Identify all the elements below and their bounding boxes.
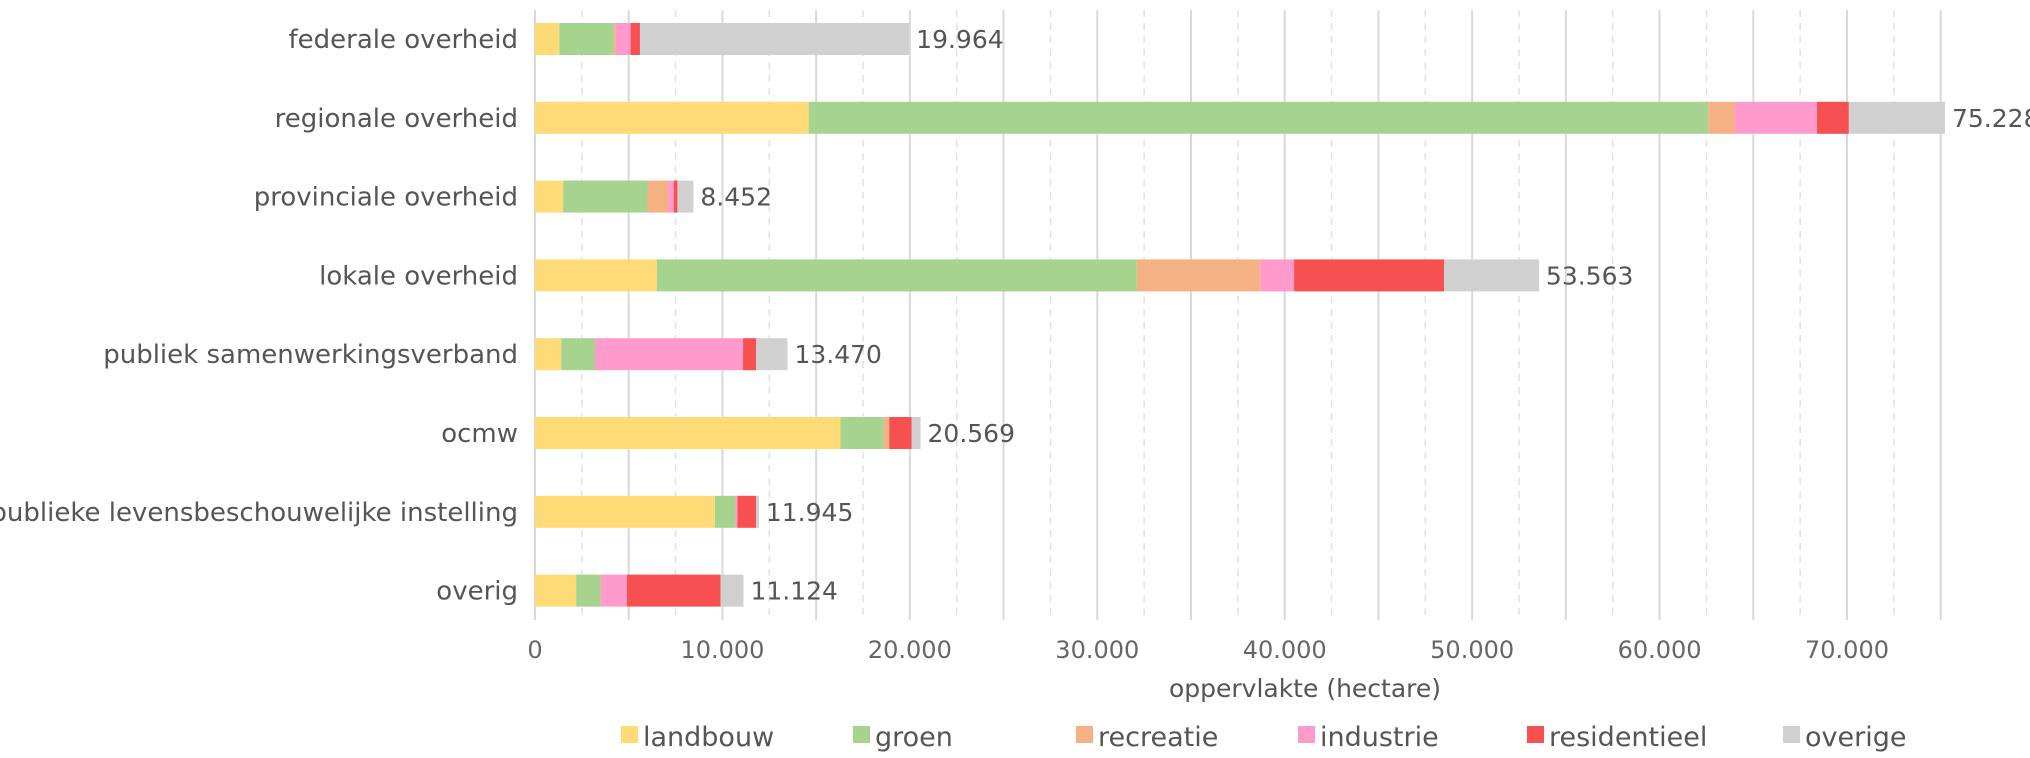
category-labels: federale overheid regionale overheid provi… <box>0 25 518 607</box>
bar-segment-overige <box>1848 101 1945 134</box>
legend-label-industrie: industrie <box>1320 722 1439 753</box>
bar-segment-industrie <box>668 180 674 213</box>
bar-segment-groen <box>714 495 736 528</box>
category-label: provinciale overheid <box>254 183 518 213</box>
x-tick-label: 60.000 <box>1618 636 1702 664</box>
bar-segment-residentieel <box>737 495 757 528</box>
bar-segment-groen <box>563 180 648 213</box>
bar-segment-overige <box>720 574 744 607</box>
legend-swatch-industrie <box>1298 726 1315 743</box>
legend-swatch-groen <box>853 726 870 743</box>
x-tick-label: 70.000 <box>1805 636 1889 664</box>
total-label: 11.124 <box>750 577 837 606</box>
bar-segment-landbouw <box>535 180 564 213</box>
legend-label-landbouw: landbouw <box>643 722 774 753</box>
legend-label-groen: groen <box>875 722 953 753</box>
bar-segment-industrie <box>735 495 738 528</box>
bar-segment-groen <box>840 417 884 449</box>
legend-label-recreatie: recreatie <box>1098 722 1218 753</box>
bar-segment-groen <box>561 338 595 371</box>
total-label: 8.452 <box>700 183 772 212</box>
legend-swatch-recreatie <box>1076 726 1093 743</box>
bar-segment-residentieel <box>1817 101 1849 134</box>
bar-segment-groen <box>808 101 1709 134</box>
category-label: ocmw <box>441 419 518 449</box>
bar-segment-overige <box>677 180 694 213</box>
bar-segment-overige <box>1444 259 1539 292</box>
legend: landbouw groen recreatie industrie residenti… <box>621 722 1906 753</box>
bar-segment-overige <box>911 417 921 449</box>
legend-label-residentieel: residentieel <box>1549 722 1707 753</box>
bars <box>535 23 1945 607</box>
category-label: regionale overheid <box>275 104 518 134</box>
bar-segment-landbouw <box>535 417 841 449</box>
legend-label-overige: overige <box>1805 722 1906 753</box>
category-label: publieke levensbeschouwelijke instelling <box>0 498 518 528</box>
legend-swatch-residentieel <box>1527 726 1544 743</box>
bar-segment-residentieel <box>630 23 640 55</box>
gridlines <box>534 10 1942 620</box>
x-tick-label: 40.000 <box>1243 636 1327 664</box>
x-tick-label: 50.000 <box>1430 636 1514 664</box>
x-tick-label: 10.000 <box>680 636 764 664</box>
x-axis-ticks: 0 10.000 20.000 30.000 40.000 50.000 60.000 70.… <box>527 636 1889 664</box>
bar-segment-industrie <box>600 574 627 607</box>
bar-segment-residentieel <box>1294 259 1445 292</box>
bar-segment-landbouw <box>535 574 577 607</box>
bar-segment-landbouw <box>535 101 809 134</box>
bar-segment-landbouw <box>535 338 562 371</box>
total-labels: 19.964 75.228 8.452 53.563 13.470 20.569 11.94… <box>700 25 2030 606</box>
x-tick-label: 0 <box>527 636 542 664</box>
x-tick-label: 30.000 <box>1055 636 1139 664</box>
x-tick-label: 20.000 <box>868 636 952 664</box>
category-label: lokale overheid <box>319 261 518 291</box>
total-label: 13.470 <box>794 340 881 369</box>
category-label: federale overheid <box>289 25 518 55</box>
bar-segment-industrie <box>1734 101 1818 134</box>
category-label: overig <box>436 577 518 607</box>
total-label: 53.563 <box>1546 261 1633 290</box>
bar-segment-groen <box>576 574 601 607</box>
bar-segment-residentieel <box>673 180 678 213</box>
bar-segment-overige <box>756 495 759 528</box>
category-label: publiek samenwerkingsverband <box>103 340 518 370</box>
total-label: 75.228 <box>1952 104 2030 133</box>
bar-segment-recreatie <box>647 180 669 213</box>
bar-segment-landbouw <box>535 259 657 292</box>
legend-swatch-overige <box>1783 726 1800 743</box>
bar-segment-recreatie <box>613 23 616 55</box>
total-label: 11.945 <box>766 498 853 527</box>
bar-segment-industrie <box>594 338 744 371</box>
bar-segment-overige <box>639 23 910 55</box>
bar-segment-residentieel <box>626 574 721 607</box>
bar-segment-landbouw <box>535 495 715 528</box>
x-axis-title: oppervlakte (hectare) <box>1169 674 1441 703</box>
bar-segment-overige <box>756 338 788 371</box>
bar-segment-industrie <box>1260 259 1295 292</box>
bar-segment-recreatie <box>1136 259 1261 292</box>
bar-segment-landbouw <box>535 23 560 55</box>
bar-segment-groen <box>559 23 614 55</box>
total-label: 19.964 <box>916 25 1003 54</box>
total-label: 20.569 <box>928 419 1015 448</box>
bar-segment-residentieel <box>889 417 912 449</box>
bar-segment-recreatie <box>883 417 890 449</box>
bar-segment-groen <box>656 259 1137 292</box>
bar-segment-residentieel <box>743 338 757 371</box>
bar-segment-industrie <box>615 23 631 55</box>
bar-segment-recreatie <box>1708 101 1735 134</box>
legend-swatch-landbouw <box>621 726 638 743</box>
